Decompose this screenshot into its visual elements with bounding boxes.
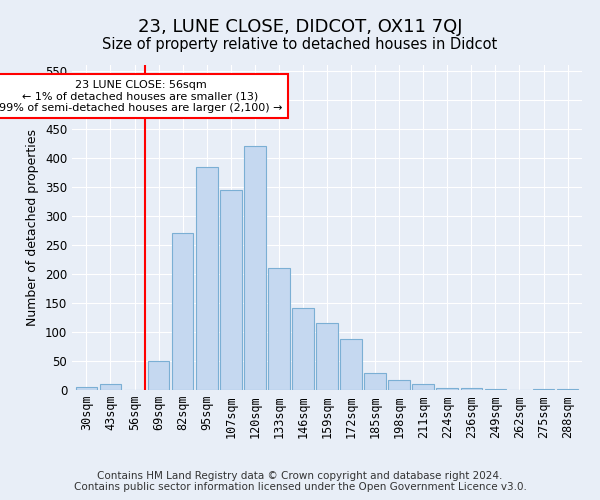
Bar: [172, 234, 193, 390]
Bar: [412, 384, 434, 390]
Bar: [436, 388, 458, 390]
Bar: [485, 389, 506, 390]
Bar: [76, 387, 97, 390]
Text: Contains HM Land Registry data © Crown copyright and database right 2024.
Contai: Contains HM Land Registry data © Crown c…: [74, 471, 526, 492]
Bar: [268, 268, 290, 390]
Text: 23, LUNE CLOSE, DIDCOT, OX11 7QJ: 23, LUNE CLOSE, DIDCOT, OX11 7QJ: [138, 18, 462, 36]
Bar: [461, 388, 482, 390]
Bar: [244, 146, 266, 390]
Bar: [196, 166, 218, 390]
Text: Size of property relative to detached houses in Didcot: Size of property relative to detached ho…: [103, 38, 497, 52]
Y-axis label: Number of detached properties: Number of detached properties: [26, 129, 40, 326]
Bar: [388, 380, 410, 390]
Bar: [557, 389, 578, 390]
Bar: [364, 372, 386, 390]
Text: 23 LUNE CLOSE: 56sqm
← 1% of detached houses are smaller (13)
99% of semi-detach: 23 LUNE CLOSE: 56sqm ← 1% of detached ho…: [0, 80, 283, 112]
Bar: [316, 324, 338, 390]
Bar: [533, 389, 554, 390]
Bar: [292, 308, 314, 390]
Bar: [220, 190, 242, 390]
Bar: [148, 361, 169, 390]
Bar: [100, 384, 121, 390]
Bar: [340, 339, 362, 390]
